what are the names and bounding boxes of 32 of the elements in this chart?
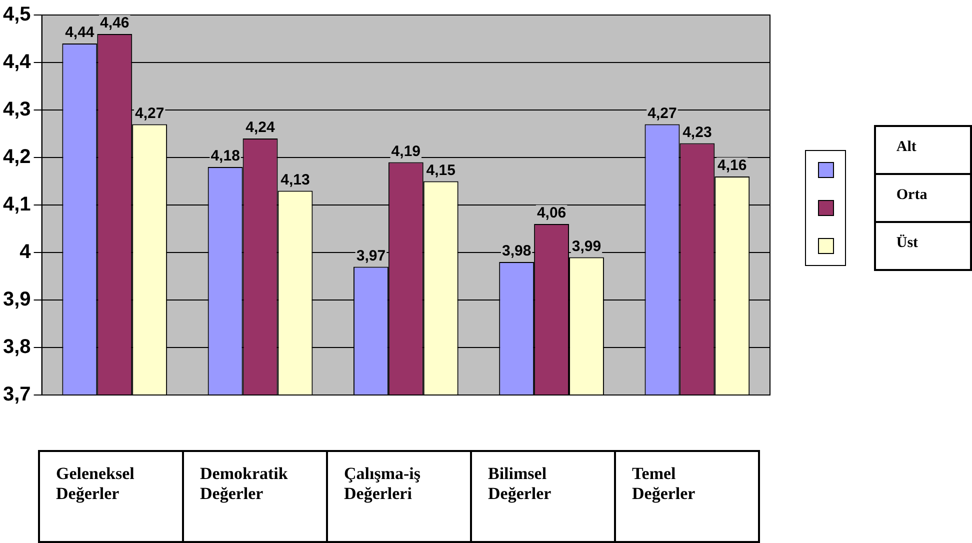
y-tick-label: 4 bbox=[20, 241, 32, 264]
data-label: 4,24 bbox=[246, 119, 276, 136]
y-tick-label: 3,7 bbox=[2, 384, 31, 406]
y-tick-label: 4,4 bbox=[2, 51, 32, 74]
y-tick-label: 4,1 bbox=[2, 194, 31, 216]
data-label: 4,15 bbox=[426, 162, 456, 179]
text: Orta bbox=[875, 174, 971, 222]
y-tick-label: 3,8 bbox=[2, 336, 31, 358]
x-tick-label: Geleneksel Değerler bbox=[39, 451, 183, 542]
data-label: 4,27 bbox=[134, 104, 164, 122]
data-label: 4,23 bbox=[682, 124, 712, 141]
data-label: 3,97 bbox=[356, 247, 386, 264]
data-label: 4,44 bbox=[65, 24, 95, 42]
text: Alt bbox=[875, 126, 971, 174]
x-tick-label: Demokratik Değerler bbox=[183, 451, 327, 542]
y-tick-label: 4,2 bbox=[2, 146, 31, 168]
y-tick-label: 4,3 bbox=[2, 98, 31, 121]
data-label: 4,27 bbox=[648, 104, 677, 122]
x-tick-label: Çalışma-iş Değerleri bbox=[327, 451, 471, 542]
x-tick-label: Temel Değerler bbox=[615, 451, 759, 542]
data-label: 4,18 bbox=[210, 148, 240, 165]
data-label: 3,98 bbox=[502, 242, 532, 260]
data-label: 4,46 bbox=[100, 14, 130, 32]
data-label: 4,16 bbox=[718, 157, 747, 174]
x-tick-label: Bilimsel Değerler bbox=[471, 451, 615, 542]
data-label: 4,13 bbox=[280, 171, 310, 188]
y-tick-label: 4,5 bbox=[2, 4, 31, 26]
data-label: 4,06 bbox=[536, 204, 566, 222]
y-tick-label: 3,9 bbox=[2, 288, 31, 311]
data-label: 4,19 bbox=[391, 142, 421, 160]
text: Üst bbox=[875, 222, 971, 270]
data-label: 3,99 bbox=[572, 238, 602, 255]
